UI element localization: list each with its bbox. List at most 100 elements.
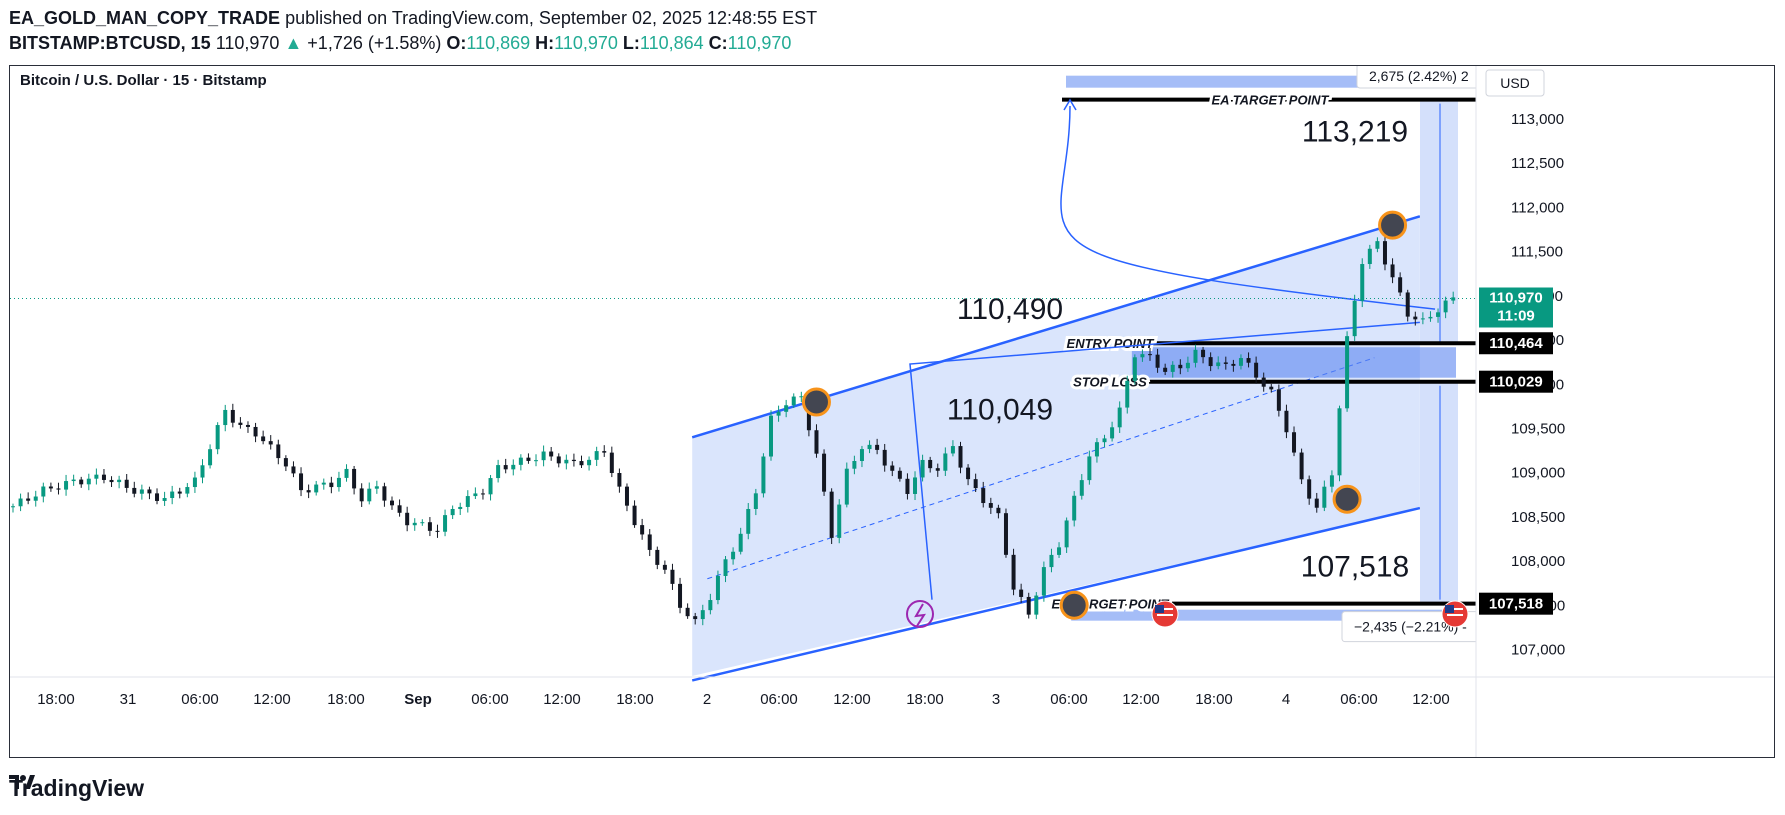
projection-down-arrow	[909, 321, 1420, 600]
candle-body	[139, 489, 144, 494]
open-label: O:	[446, 33, 467, 53]
candle-body	[397, 505, 402, 513]
candle-body	[1223, 362, 1228, 364]
candle-body	[48, 486, 53, 489]
candle-body	[1155, 354, 1160, 368]
candle-body	[420, 522, 425, 524]
candle-body	[1261, 377, 1266, 387]
candle-body	[1390, 264, 1395, 278]
candle-body	[564, 459, 569, 464]
candle-body	[1443, 300, 1448, 313]
candle-body	[1064, 520, 1069, 548]
candle-body	[1284, 410, 1289, 433]
candle-body	[943, 453, 948, 471]
level-price-tag	[1479, 370, 1553, 393]
candle-body	[1276, 389, 1281, 411]
author-name[interactable]: EA_GOLD_MAN_COPY_TRADE	[9, 8, 281, 28]
candle-body	[41, 486, 46, 497]
x-tick-label: 12:00	[253, 691, 291, 708]
candle-body	[155, 493, 160, 501]
candle-body	[579, 461, 584, 466]
candle-body	[609, 452, 614, 474]
candle-body	[1307, 479, 1312, 499]
us-flag-icon	[1445, 605, 1454, 613]
candle-body	[1292, 432, 1297, 453]
candle-body	[230, 409, 235, 423]
low-value: 110,864	[639, 33, 704, 53]
candle-body	[1322, 486, 1327, 508]
candle-body	[79, 479, 84, 485]
candle-body	[124, 479, 129, 488]
candle-body	[109, 479, 114, 483]
x-tick-label: 3	[992, 691, 1000, 708]
candle-body	[200, 465, 205, 478]
candle-body	[708, 600, 713, 611]
ohlc-line: BITSTAMP:BTCUSD, 15 110,970 ▲ +1,726 (+1…	[9, 33, 791, 54]
candle-body	[988, 503, 993, 508]
projection-up-arrowhead	[1063, 98, 1077, 111]
channel-lower-line	[691, 506, 1421, 682]
candle-body	[11, 506, 15, 508]
candle-body	[829, 491, 834, 538]
candle-body	[374, 486, 379, 489]
candle-body	[1072, 495, 1077, 521]
x-tick-label: 31	[120, 691, 137, 708]
candle-body	[1110, 427, 1115, 439]
candle-body	[268, 441, 273, 445]
y-tick-label: 108,500	[1511, 509, 1565, 526]
publish-line: EA_GOLD_MAN_COPY_TRADE published on Trad…	[9, 8, 817, 29]
candle-body	[1057, 547, 1062, 555]
candle-body	[769, 415, 773, 457]
channel-fill	[692, 216, 1420, 676]
candle-body	[890, 465, 895, 471]
candle-body	[602, 451, 607, 453]
candle-body	[208, 449, 213, 466]
candle-body	[450, 508, 455, 516]
candle-body	[299, 473, 304, 491]
candle-body	[253, 426, 258, 437]
chart-title: Bitcoin / U.S. Dollar · 15 · Bitstamp	[20, 72, 267, 89]
channel-midline	[707, 357, 1375, 580]
candle-body	[1117, 407, 1122, 428]
x-tick-label: 4	[1282, 691, 1290, 708]
candle-body	[1094, 442, 1099, 457]
candle-body	[662, 564, 667, 570]
candle-body	[261, 436, 266, 442]
candle-body	[678, 583, 683, 608]
chart-title-bg	[16, 68, 306, 92]
y-tick-label: 109,500	[1511, 420, 1565, 437]
candle-body	[329, 482, 334, 488]
candle-body	[314, 484, 319, 493]
candle-body	[950, 446, 955, 454]
x-tick-label: 18:00	[616, 691, 654, 708]
candle-body	[587, 459, 592, 466]
candle-body	[480, 493, 485, 495]
candle-body	[1398, 277, 1403, 293]
candle-body	[981, 488, 986, 504]
candle-body	[761, 456, 766, 494]
tradingview-footer[interactable]: TradingView	[9, 775, 144, 802]
candle-body	[33, 496, 38, 501]
candle-body	[844, 468, 849, 505]
candle-body	[640, 525, 645, 535]
candle-body	[571, 459, 576, 462]
open-value: 110,869	[466, 33, 531, 53]
candle-body	[534, 460, 539, 462]
candle-body	[215, 425, 220, 450]
candle-body	[1125, 380, 1130, 408]
candle-body	[352, 468, 357, 489]
candle-body	[427, 522, 432, 531]
currency-label: USD	[1500, 75, 1530, 91]
countdown-value: 11:09	[1497, 308, 1535, 325]
candle-body	[1231, 363, 1236, 366]
candle-body	[192, 477, 197, 488]
y-tick-label: 113,000	[1511, 111, 1564, 128]
candle-body	[1238, 358, 1243, 366]
candle-body	[367, 488, 372, 502]
candle-body	[344, 468, 349, 478]
candle-body	[670, 569, 675, 584]
candle-body	[867, 444, 872, 450]
candle-body	[791, 396, 796, 406]
chart-frame[interactable]: EA TARGET POINT ENTRY POINT STOP LOSS EA TA…	[9, 65, 1775, 758]
